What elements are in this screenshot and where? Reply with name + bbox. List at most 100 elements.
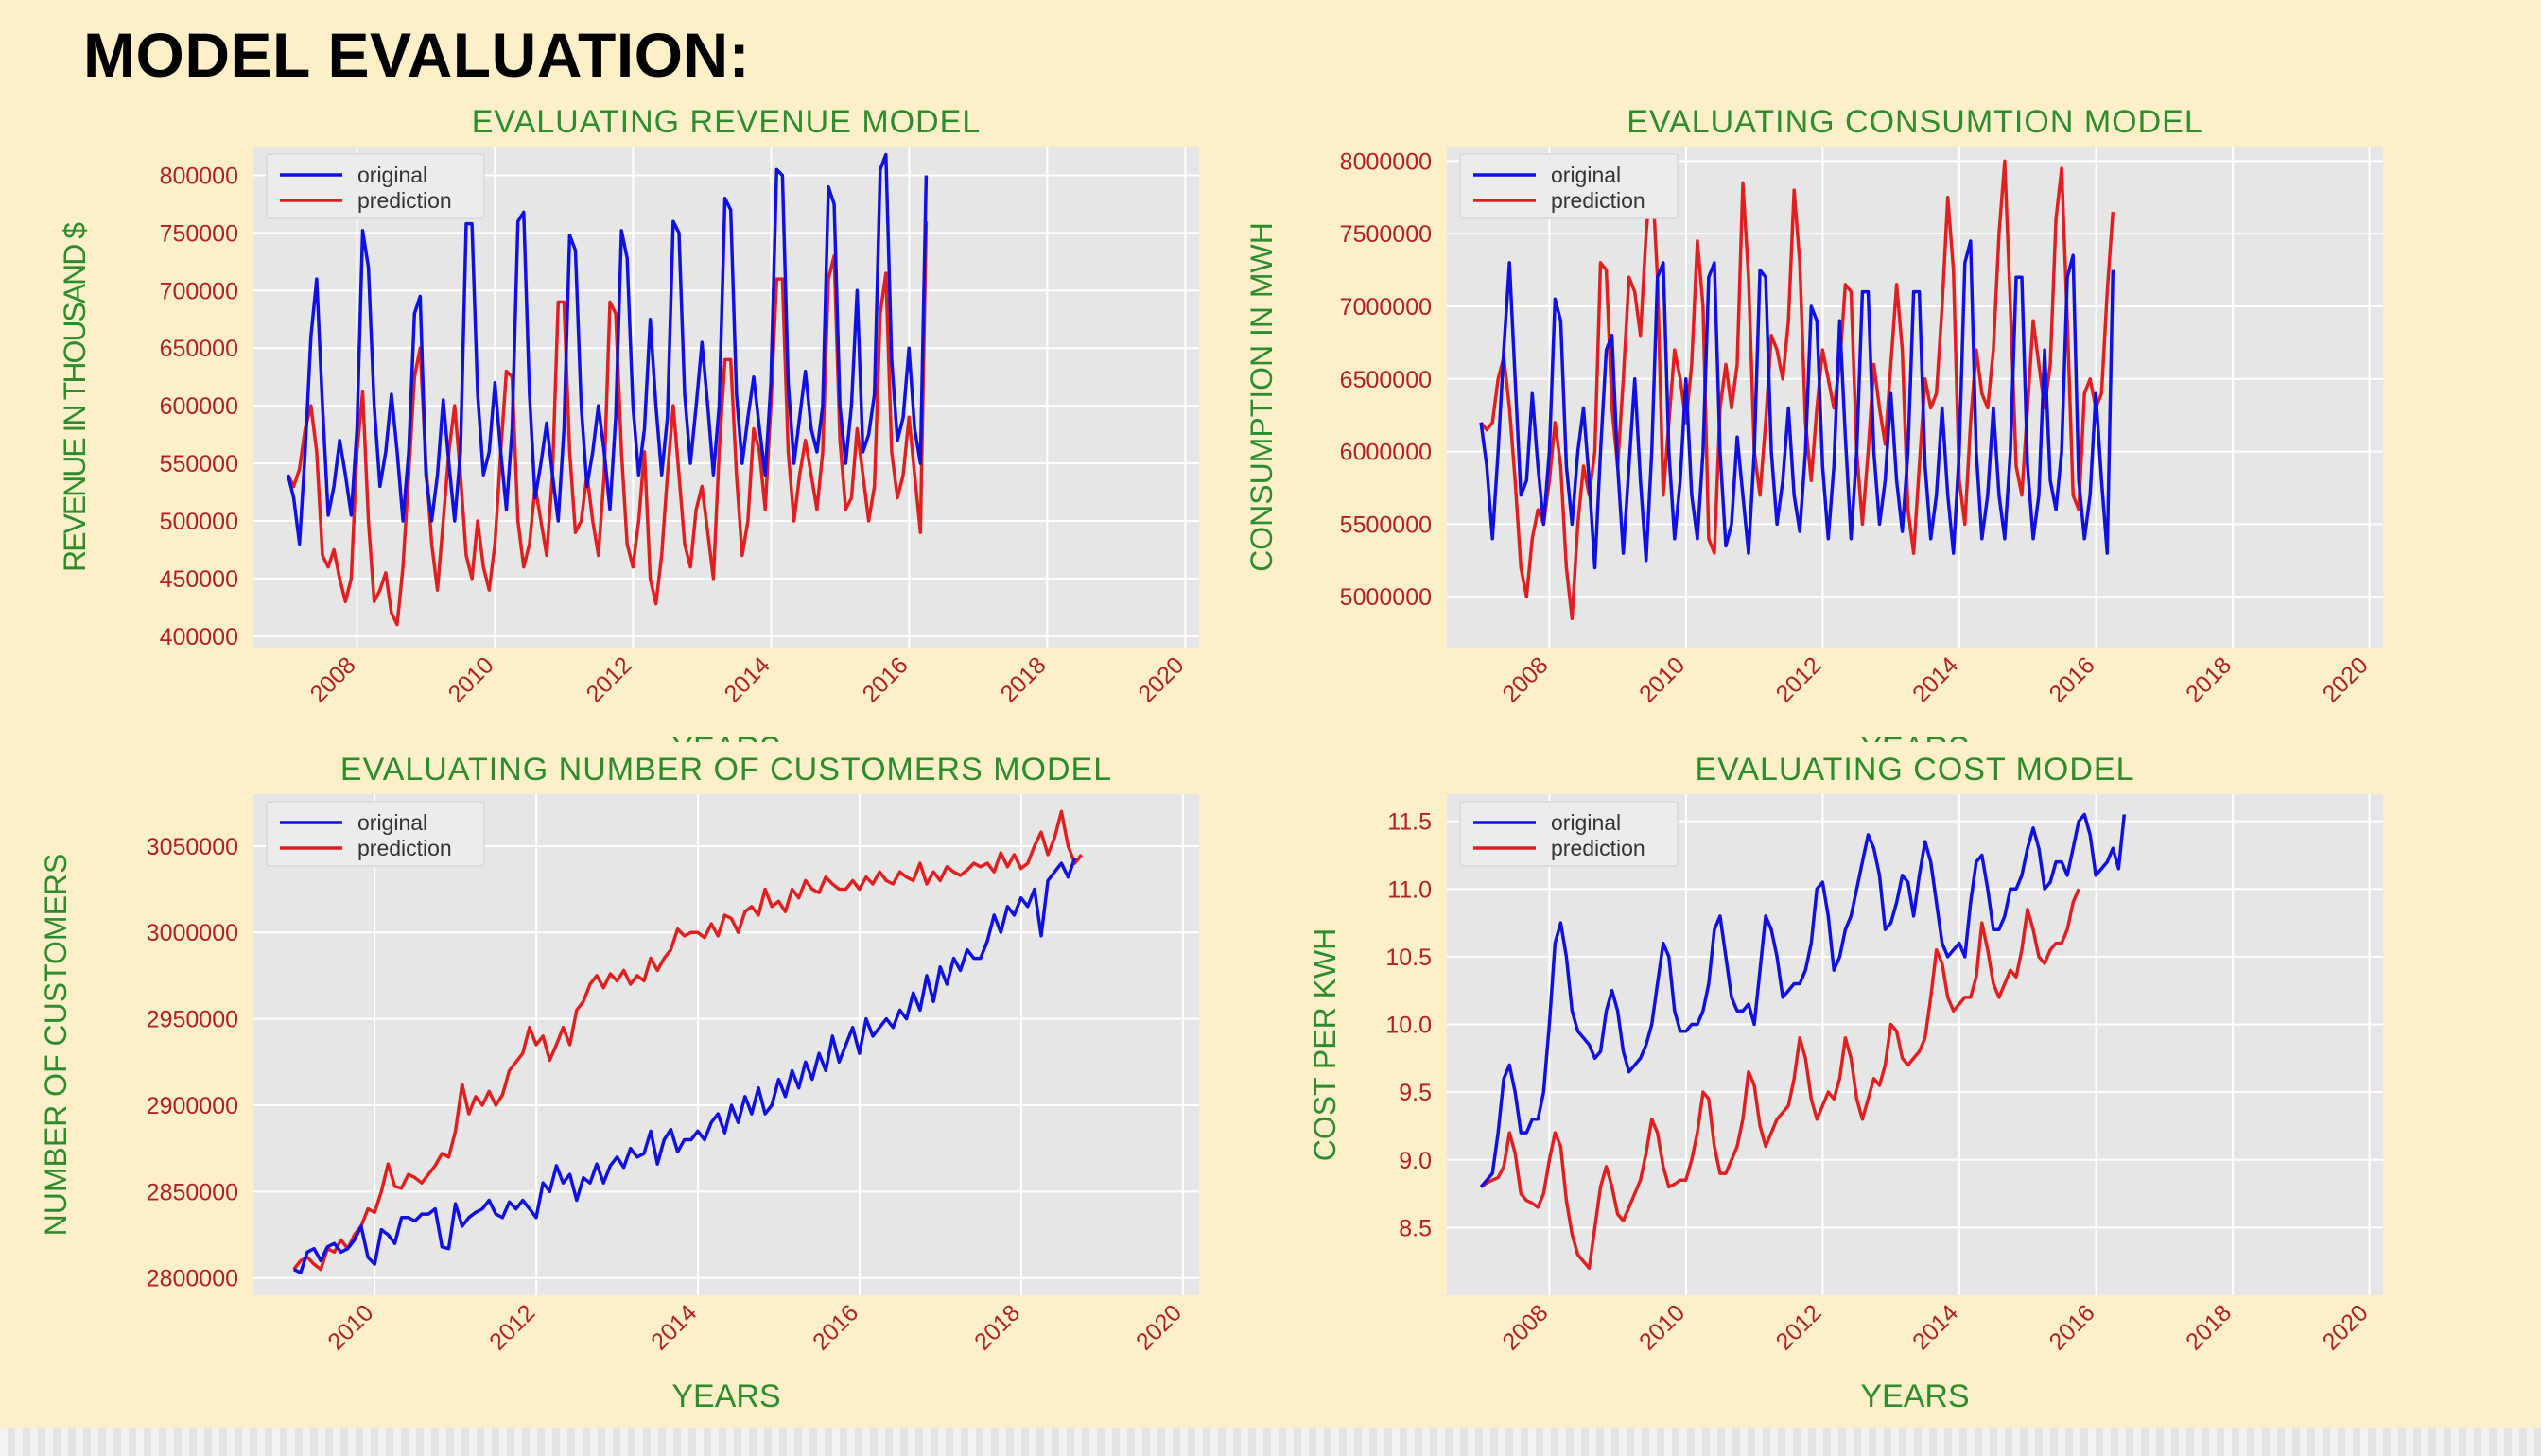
customers-ytick-label: 2900000	[147, 1093, 238, 1119]
cost-ytick-label: 11.0	[1387, 876, 1432, 903]
revenue-chart-svg: EVALUATING REVENUE MODEL 400000 450000 5000…	[58, 104, 1199, 742]
cost-ytick-label: 8.5	[1399, 1215, 1432, 1241]
customers-xtick-label: 2012	[484, 1299, 540, 1355]
revenue-xtick-label: 2012	[582, 651, 637, 707]
cost-chart: EVALUATING COST MODEL 8.5 9.0 9.5 10.0 10.5 11…	[1229, 747, 2402, 1409]
consumption-ytick-label: 7000000	[1340, 294, 1432, 321]
cost-x-axis-label: YEARS	[1860, 1378, 1969, 1409]
cost-series-original-line	[1479, 812, 2127, 1188]
revenue-chart: EVALUATING REVENUE MODEL 400000 450000 5000…	[38, 99, 1210, 742]
revenue-ytick-label: 600000	[160, 393, 238, 420]
cost-xtick-label: 2008	[1498, 1299, 1554, 1355]
consumption-xtick-label: 2020	[2318, 651, 2374, 707]
consumption-legend-label-prediction: prediction	[1551, 188, 1645, 213]
cost-legend-label-original: original	[1551, 810, 1621, 835]
customers-ytick-label: 2850000	[147, 1179, 238, 1205]
revenue-xtick-label: 2008	[305, 651, 361, 707]
revenue-ytick-label: 750000	[160, 220, 238, 247]
cost-xtick-label: 2020	[2318, 1299, 2374, 1355]
consumption-plot-area	[1447, 147, 2383, 648]
consumption-xtick-label: 2008	[1498, 651, 1554, 707]
customers-series-prediction-line	[292, 809, 1084, 1272]
revenue-ytick-label: 500000	[160, 509, 238, 535]
customers-ytick-label: 2800000	[147, 1266, 238, 1292]
customers-legend	[266, 801, 485, 867]
revenue-ytick-label: 650000	[160, 336, 238, 362]
consumption-series-original-line	[1479, 239, 2115, 570]
revenue-plot-area	[253, 147, 1199, 648]
cost-xtick-label: 2018	[2181, 1299, 2236, 1355]
cost-xtick-label: 2010	[1634, 1299, 1690, 1355]
revenue-legend	[266, 153, 485, 219]
cost-xtick-label: 2016	[2045, 1299, 2100, 1355]
revenue-series-original-line	[286, 152, 929, 546]
consumption-ytick-label: 6500000	[1340, 367, 1432, 393]
customers-chart-title: EVALUATING NUMBER OF CUSTOMERS MODEL	[340, 752, 1112, 788]
customers-xtick-label: 2014	[646, 1299, 702, 1355]
cost-ytick-label: 9.0	[1399, 1148, 1432, 1174]
revenue-ytick-label: 700000	[160, 278, 238, 304]
cost-chart-title: EVALUATING COST MODEL	[1696, 752, 2135, 788]
consumption-xtick-label: 2012	[1771, 651, 1827, 707]
customers-series-original-line	[292, 858, 1077, 1274]
revenue-y-axis-label: REVENUE IN THOUSAND $	[58, 222, 92, 572]
cost-ytick-label: 10.0	[1385, 1013, 1432, 1039]
consumption-xtick-label: 2014	[1907, 651, 1963, 707]
revenue-x-axis-label: YEARS	[671, 731, 780, 742]
customers-legend-label-prediction: prediction	[357, 836, 452, 860]
revenue-chart-title: EVALUATING REVENUE MODEL	[472, 104, 982, 140]
cost-ytick-label: 9.5	[1399, 1080, 1432, 1106]
revenue-legend-label-prediction: prediction	[357, 188, 452, 213]
consumption-y-axis-label: CONSUMPTION IN MWH	[1244, 222, 1279, 572]
consumption-xtick-label: 2018	[2181, 651, 2236, 707]
consumption-ytick-label: 5500000	[1340, 511, 1432, 538]
customers-ytick-label: 2950000	[147, 1007, 238, 1033]
revenue-xtick-label: 2016	[858, 651, 914, 707]
consumption-x-axis-label: YEARS	[1860, 731, 1969, 742]
revenue-ytick-label: 450000	[160, 566, 238, 593]
revenue-xtick-label: 2020	[1134, 651, 1190, 707]
customers-chart: EVALUATING NUMBER OF CUSTOMERS MODEL 2800…	[38, 747, 1210, 1409]
page-title: MODEL EVALUATION:	[83, 20, 751, 90]
revenue-ytick-label: 550000	[160, 451, 238, 477]
cost-ytick-label: 10.5	[1385, 945, 1432, 971]
cost-xtick-label: 2014	[1907, 1299, 1963, 1355]
customers-xtick-label: 2020	[1131, 1299, 1187, 1355]
consumption-ytick-label: 8000000	[1340, 148, 1432, 175]
revenue-series-prediction-line	[286, 221, 929, 627]
cost-xtick-label: 2012	[1771, 1299, 1827, 1355]
consumption-legend	[1459, 153, 1679, 219]
consumption-series-prediction-line	[1479, 159, 2115, 621]
customers-xtick-label: 2010	[322, 1299, 378, 1355]
cost-chart-svg: EVALUATING COST MODEL 8.5 9.0 9.5 10.0 10.5 11…	[1308, 752, 2383, 1409]
cost-series-prediction-line	[1480, 888, 2080, 1271]
customers-xtick-label: 2018	[969, 1299, 1025, 1355]
customers-ytick-label: 3050000	[147, 834, 238, 860]
revenue-ytick-label: 800000	[160, 163, 238, 189]
consumption-chart: EVALUATING CONSUMTION MODEL 5000000 550000…	[1229, 99, 2402, 742]
consumption-xtick-label: 2010	[1634, 651, 1690, 707]
consumption-ytick-label: 6000000	[1340, 440, 1432, 466]
cost-legend	[1459, 801, 1679, 867]
customers-chart-svg: EVALUATING NUMBER OF CUSTOMERS MODEL 2800…	[39, 752, 1199, 1409]
customers-xtick-label: 2016	[808, 1299, 863, 1355]
customers-plot-area	[253, 794, 1199, 1295]
customers-legend-label-original: original	[357, 810, 427, 835]
consumption-legend-label-original: original	[1551, 163, 1621, 187]
cost-y-axis-label: COST PER KWH	[1308, 928, 1342, 1162]
revenue-xtick-label: 2018	[996, 651, 1052, 707]
bottom-strip	[0, 1428, 2541, 1456]
cost-ytick-label: 11.5	[1387, 809, 1432, 836]
customers-y-axis-label: NUMBER OF CUSTOMERS	[39, 854, 73, 1237]
consumption-xtick-label: 2016	[2045, 651, 2100, 707]
consumption-ytick-label: 5000000	[1340, 584, 1432, 611]
revenue-xtick-label: 2014	[720, 651, 775, 707]
consumption-ytick-label: 7500000	[1340, 221, 1432, 248]
customers-ytick-label: 3000000	[147, 920, 238, 946]
customers-x-axis-label: YEARS	[671, 1378, 780, 1409]
cost-legend-label-prediction: prediction	[1551, 836, 1645, 860]
revenue-ytick-label: 400000	[160, 624, 238, 650]
revenue-legend-label-original: original	[357, 163, 427, 187]
revenue-xtick-label: 2010	[444, 651, 499, 707]
consumption-chart-svg: EVALUATING CONSUMTION MODEL 5000000 550000…	[1244, 104, 2383, 742]
